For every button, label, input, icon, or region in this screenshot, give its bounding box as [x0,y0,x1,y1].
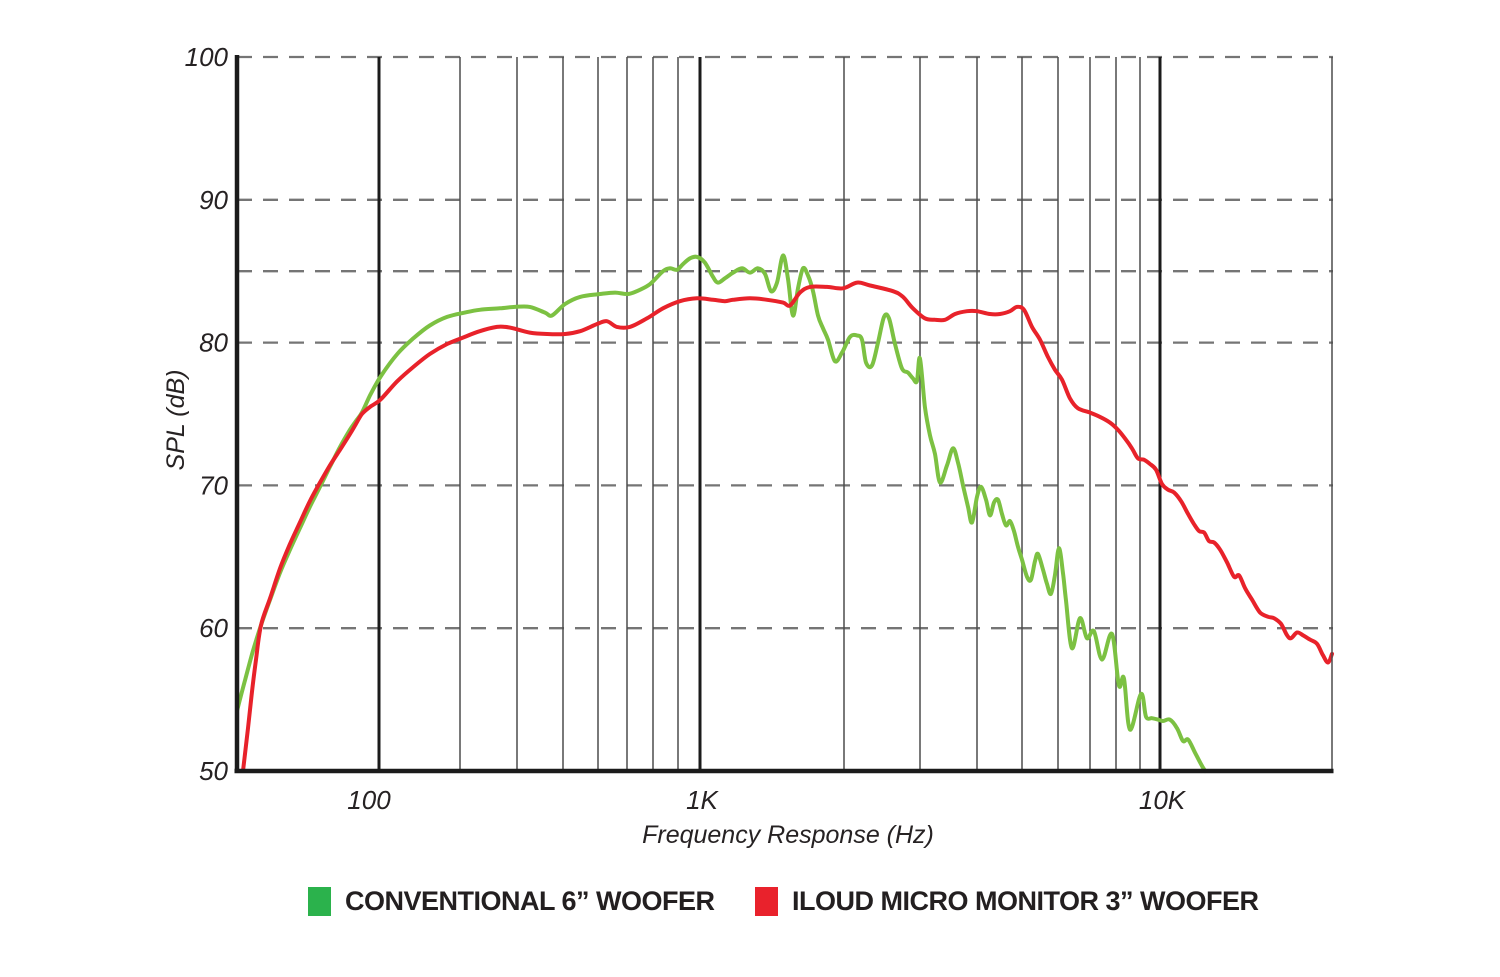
legend-label: CONVENTIONAL 6” WOOFER [345,886,715,916]
x-tick-label-1K: 1K [686,785,719,815]
spl-tick-labels: 100 90 80 70 60 50 [185,42,229,786]
frequency-tick-labels: 100 1K 10K [347,785,1186,815]
green-response-curve [235,253,1208,773]
horizontal-dashed-gridlines [237,55,1333,630]
x-tick-label-100: 100 [347,785,391,815]
legend-item-iloud-woofer: ILOUD MICRO MONITOR 3” WOOFER [755,886,1259,917]
y-tick-label-50: 50 [199,756,228,786]
y-tick-label-90: 90 [199,185,228,215]
y-tick-label-60: 60 [199,613,228,643]
vertical-frequency-gridlines [377,57,1162,771]
x-axis-title: Frequency Response (Hz) [642,821,934,849]
y-tick-label-80: 80 [199,328,228,358]
y-axis-title: SPL (dB) [162,370,190,471]
legend: CONVENTIONAL 6” WOOFER ILOUD MICRO MONIT… [0,886,1500,946]
x-tick-label-10K: 10K [1139,785,1187,815]
legend-item-conventional-woofer: CONVENTIONAL 6” WOOFER [308,886,715,917]
legend-label: ILOUD MICRO MONITOR 3” WOOFER [792,886,1259,916]
axis-lines [234,55,1334,774]
response-curves [235,253,1334,773]
y-tick-label-70: 70 [199,470,228,500]
red-legend-swatch [755,887,778,916]
y-tick-label-100: 100 [185,42,229,72]
red-response-curve [241,280,1334,773]
green-legend-swatch [308,887,331,916]
